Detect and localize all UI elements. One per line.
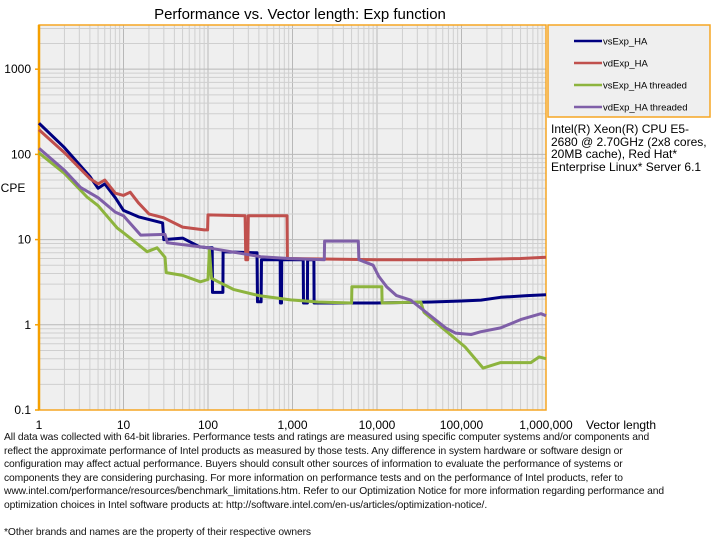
legend-label: vdExp_HA threaded: [603, 103, 688, 114]
x-tick-label: 10,000: [359, 418, 396, 432]
series-line-vsexp_ha: [37, 122, 547, 305]
trademark-note: *Other brands and names are the property…: [4, 526, 311, 538]
x-tick-label: 100,000: [440, 418, 484, 432]
x-tick-label: 10: [117, 418, 131, 432]
note-line: Intel(R) Xeon(R) CPU E5-: [551, 122, 690, 136]
x-tick-label: 1,000: [277, 418, 307, 432]
y-tick-label: 10: [18, 233, 32, 247]
series-line-vsexp_ha-threaded: [38, 151, 547, 370]
y-tick-label: 0.1: [14, 403, 31, 417]
note-line: 20MB cache), Red Hat*: [551, 147, 678, 161]
system-config-note: Intel(R) Xeon(R) CPU E5- 2680 @ 2.70GHz (…: [551, 123, 707, 173]
legend-label: vsExp_HA: [603, 37, 648, 48]
y-tick-label: 1: [24, 318, 31, 332]
y-tick-label: 1000: [4, 62, 31, 76]
x-tick-label: 1: [36, 418, 43, 432]
legend-label: vdExp_HA: [603, 59, 649, 70]
footnote-line: components they are considering purchasi…: [4, 472, 623, 484]
x-tick-label: 1,000,000: [519, 418, 573, 432]
footnote: All data was collected with 64-bit libra…: [4, 431, 710, 539]
note-line: 2680 @ 2.70GHz (2x8 cores,: [551, 134, 707, 149]
note-line: Enterprise Linux* Server 6.1: [551, 159, 702, 174]
footnote-line: All data was collected with 64-bit libra…: [4, 432, 650, 443]
legend: vsExp_HA vdExp_HA vsExp_HA threaded vdExp_H…: [547, 24, 711, 118]
footnote-line: www.intel.com/performance/resources/benc…: [4, 486, 664, 498]
y-axis-label: CPE: [1, 181, 26, 195]
y-tick-label: 100: [11, 147, 31, 161]
legend-label: vsExp_HA threaded: [603, 81, 687, 92]
series-line-vdexp_ha-threaded: [38, 147, 547, 336]
footnote-line: reflect the approximate performance of I…: [4, 445, 623, 457]
chart-title: Performance vs. Vector length: Exp funct…: [154, 6, 446, 23]
plot-area: 1 10 100 1,000 10,000 100,000 1,000,000 0.1 1 10 1…: [4, 24, 573, 432]
footnote-line: optimization choices in Intel software p…: [4, 499, 488, 511]
footnote-line: configuration may affect actual performa…: [4, 459, 623, 471]
x-axis-label: Vector length: [586, 418, 656, 432]
x-tick-label: 100: [198, 418, 218, 432]
